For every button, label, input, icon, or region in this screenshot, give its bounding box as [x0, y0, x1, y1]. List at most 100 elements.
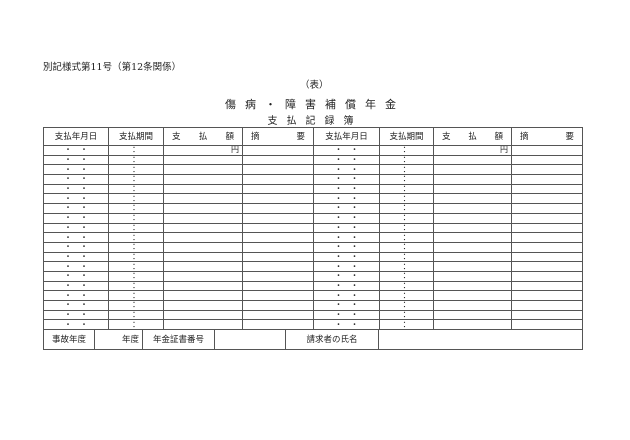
- payment-date-cell[interactable]: ・ ・: [43, 232, 109, 243]
- amount-cell[interactable]: 円: [433, 145, 512, 156]
- remarks-cell[interactable]: [511, 174, 583, 185]
- remarks-cell[interactable]: [242, 145, 314, 156]
- payment-date-cell[interactable]: ・ ・: [313, 280, 380, 292]
- payment-date-cell[interactable]: ・ ・: [43, 290, 109, 301]
- payment-date-cell[interactable]: ・ ・: [43, 261, 109, 272]
- remarks-cell[interactable]: [242, 174, 314, 185]
- remarks-cell[interactable]: [242, 270, 314, 282]
- amount-cell[interactable]: [433, 232, 512, 243]
- remarks-cell[interactable]: [511, 212, 583, 224]
- payment-date-cell[interactable]: ・ ・: [43, 309, 109, 321]
- amount-cell[interactable]: [433, 261, 512, 272]
- amount-cell[interactable]: [163, 290, 243, 301]
- amount-cell[interactable]: [163, 193, 243, 205]
- payment-period-cell[interactable]: ：: [379, 300, 434, 311]
- amount-cell[interactable]: [433, 251, 512, 263]
- amount-cell[interactable]: [163, 212, 243, 224]
- remarks-cell[interactable]: [242, 261, 314, 272]
- remarks-cell[interactable]: [242, 203, 314, 214]
- amount-cell[interactable]: [163, 174, 243, 185]
- remarks-cell[interactable]: [511, 290, 583, 301]
- payment-date-cell[interactable]: ・ ・: [313, 154, 380, 166]
- remarks-cell[interactable]: [242, 309, 314, 321]
- remarks-cell[interactable]: [511, 164, 583, 176]
- payment-period-cell[interactable]: ：: [379, 309, 434, 321]
- amount-cell[interactable]: [433, 241, 512, 253]
- payment-date-cell[interactable]: ・ ・: [43, 300, 109, 311]
- payment-period-cell[interactable]: ：: [379, 154, 434, 166]
- payment-date-cell[interactable]: ・ ・: [313, 183, 380, 195]
- remarks-cell[interactable]: [511, 232, 583, 243]
- payment-date-cell[interactable]: ・ ・: [313, 212, 380, 224]
- amount-cell[interactable]: [433, 212, 512, 224]
- remarks-cell[interactable]: [242, 280, 314, 292]
- payment-date-cell[interactable]: ・ ・: [43, 193, 109, 205]
- remarks-cell[interactable]: [511, 309, 583, 321]
- payment-date-cell[interactable]: ・ ・: [43, 203, 109, 214]
- remarks-cell[interactable]: [511, 261, 583, 272]
- amount-cell[interactable]: [433, 270, 512, 282]
- payment-date-cell[interactable]: ・ ・: [313, 222, 380, 234]
- remarks-cell[interactable]: [511, 251, 583, 263]
- remarks-cell[interactable]: [511, 193, 583, 205]
- payment-period-cell[interactable]: ：: [108, 164, 164, 176]
- remarks-cell[interactable]: [242, 300, 314, 311]
- amount-cell[interactable]: [433, 183, 512, 195]
- payment-period-cell[interactable]: ：: [379, 241, 434, 253]
- payment-date-cell[interactable]: ・ ・: [313, 203, 380, 214]
- remarks-cell[interactable]: [242, 251, 314, 263]
- payment-date-cell[interactable]: ・ ・: [313, 193, 380, 205]
- payment-period-cell[interactable]: ：: [108, 222, 164, 234]
- amount-cell[interactable]: [163, 251, 243, 263]
- payment-period-cell[interactable]: ：: [379, 145, 434, 156]
- payment-period-cell[interactable]: ：: [108, 261, 164, 272]
- payment-period-cell[interactable]: ：: [379, 203, 434, 214]
- payment-date-cell[interactable]: ・ ・: [313, 241, 380, 253]
- payment-period-cell[interactable]: ：: [108, 241, 164, 253]
- amount-cell[interactable]: [163, 300, 243, 311]
- payment-date-cell[interactable]: ・ ・: [313, 261, 380, 272]
- payment-period-cell[interactable]: ：: [108, 290, 164, 301]
- payment-date-cell[interactable]: ・ ・: [313, 290, 380, 301]
- certificate-number-field[interactable]: [214, 329, 286, 350]
- amount-cell[interactable]: [433, 154, 512, 166]
- amount-cell[interactable]: [433, 300, 512, 311]
- remarks-cell[interactable]: [511, 270, 583, 282]
- amount-cell[interactable]: [163, 309, 243, 321]
- payment-period-cell[interactable]: ：: [379, 270, 434, 282]
- remarks-cell[interactable]: [511, 241, 583, 253]
- payment-date-cell[interactable]: ・ ・: [313, 251, 380, 263]
- payment-period-cell[interactable]: ：: [379, 251, 434, 263]
- claimant-name-field[interactable]: [378, 329, 583, 350]
- payment-period-cell[interactable]: ：: [379, 280, 434, 292]
- accident-year-field[interactable]: 年度: [94, 329, 143, 350]
- payment-period-cell[interactable]: ：: [108, 251, 164, 263]
- amount-cell[interactable]: 円: [163, 145, 243, 156]
- payment-period-cell[interactable]: ：: [379, 183, 434, 195]
- payment-period-cell[interactable]: ：: [108, 270, 164, 282]
- remarks-cell[interactable]: [242, 241, 314, 253]
- amount-cell[interactable]: [433, 222, 512, 234]
- payment-date-cell[interactable]: ・ ・: [313, 164, 380, 176]
- remarks-cell[interactable]: [242, 164, 314, 176]
- payment-date-cell[interactable]: ・ ・: [43, 270, 109, 282]
- payment-date-cell[interactable]: ・ ・: [313, 145, 380, 156]
- payment-period-cell[interactable]: ：: [108, 145, 164, 156]
- payment-date-cell[interactable]: ・ ・: [43, 222, 109, 234]
- remarks-cell[interactable]: [511, 300, 583, 311]
- payment-date-cell[interactable]: ・ ・: [43, 212, 109, 224]
- payment-date-cell[interactable]: ・ ・: [313, 270, 380, 282]
- payment-date-cell[interactable]: ・ ・: [43, 164, 109, 176]
- remarks-cell[interactable]: [511, 222, 583, 234]
- payment-date-cell[interactable]: ・ ・: [43, 183, 109, 195]
- remarks-cell[interactable]: [242, 290, 314, 301]
- payment-period-cell[interactable]: ：: [379, 222, 434, 234]
- amount-cell[interactable]: [163, 280, 243, 292]
- payment-date-cell[interactable]: ・ ・: [313, 174, 380, 185]
- remarks-cell[interactable]: [511, 203, 583, 214]
- remarks-cell[interactable]: [511, 280, 583, 292]
- payment-period-cell[interactable]: ：: [379, 290, 434, 301]
- payment-period-cell[interactable]: ：: [379, 164, 434, 176]
- remarks-cell[interactable]: [242, 232, 314, 243]
- payment-period-cell[interactable]: ：: [108, 300, 164, 311]
